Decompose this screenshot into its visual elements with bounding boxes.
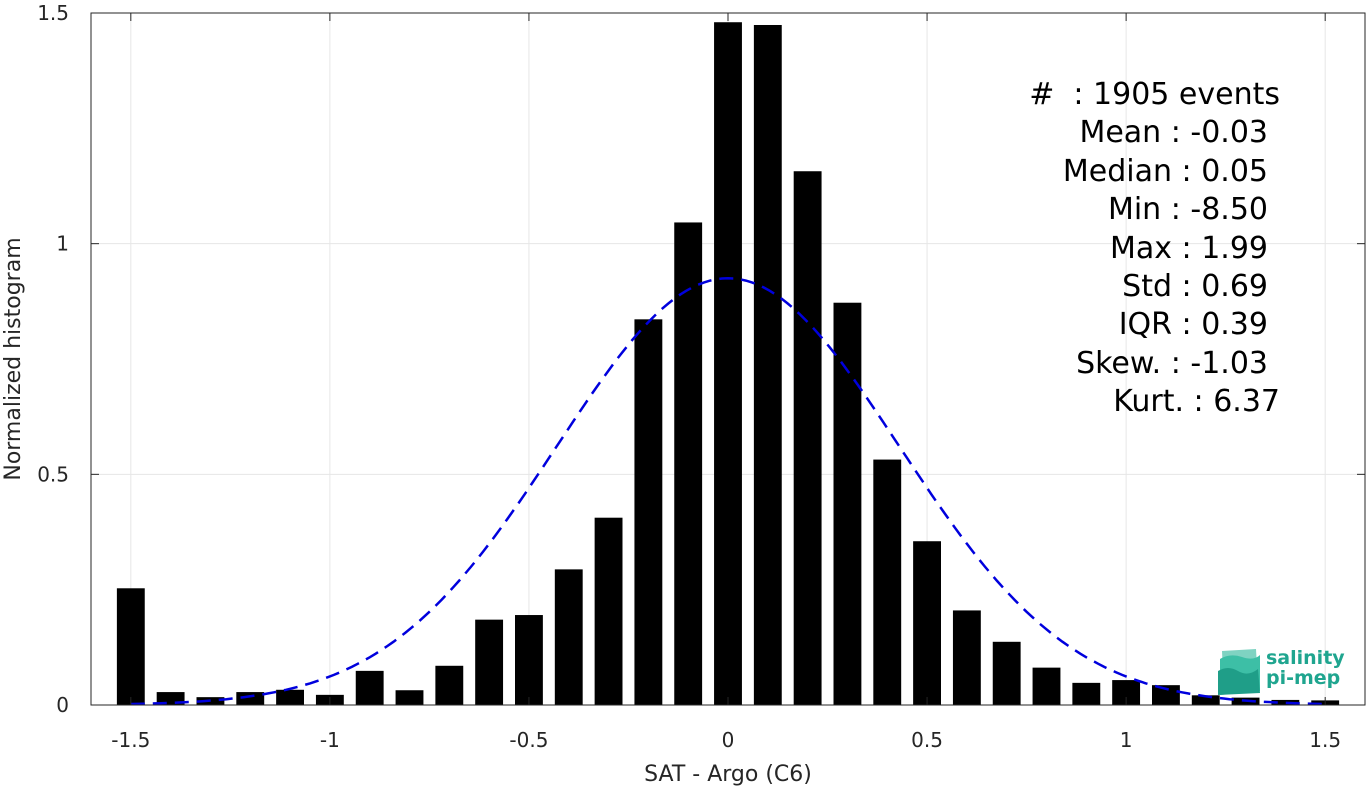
histogram-bar-3 bbox=[236, 692, 265, 705]
axis-ticks: -1.5 -1 -0.5 0 0.5 1 1.5 0 0.5 1 1.5 bbox=[37, 1, 1365, 752]
logo-line-2: pi-mep bbox=[1266, 667, 1341, 689]
histogram-bar-27 bbox=[1191, 695, 1220, 705]
x-tick-label-1: -1 bbox=[320, 728, 340, 752]
histogram-bar-7 bbox=[395, 690, 424, 705]
x-tick-label-5: 1 bbox=[1120, 728, 1133, 752]
x-tick-label-4: 0.5 bbox=[911, 728, 943, 752]
histogram-bar-29 bbox=[1271, 699, 1300, 705]
histogram-bar-20 bbox=[913, 541, 941, 705]
histogram-bar-19 bbox=[873, 459, 902, 705]
salinity-pimep-logo: salinity pi-mep bbox=[1216, 645, 1346, 697]
histogram-bar-13 bbox=[634, 319, 663, 705]
histogram-bar-0 bbox=[116, 588, 145, 705]
histogram-bar-22 bbox=[992, 641, 1021, 705]
histogram-bar-23 bbox=[1032, 667, 1061, 705]
histogram-bar-16 bbox=[753, 24, 782, 705]
x-tick-label-2: -0.5 bbox=[509, 728, 548, 752]
histogram-bar-17 bbox=[793, 171, 822, 706]
stat-mean: Mean : -0.03 bbox=[1079, 115, 1268, 151]
x-axis-label: SAT - Argo (C6) bbox=[644, 762, 812, 787]
stat-std: Std : 0.69 bbox=[1122, 269, 1268, 305]
stat-median: Median : 0.05 bbox=[1062, 153, 1268, 189]
histogram-bar-4 bbox=[276, 689, 304, 705]
normal-fit-curve bbox=[130, 277, 1326, 706]
stat-skew: Skew. : -1.03 bbox=[1076, 345, 1268, 381]
bars bbox=[116, 22, 1340, 706]
stat-kurt: Kurt. : 6.37 bbox=[1113, 384, 1280, 420]
y-tick-label-1: 0.5 bbox=[37, 462, 69, 486]
x-tick-label-0: -1.5 bbox=[111, 728, 150, 752]
histogram-bar-12 bbox=[594, 517, 623, 705]
stat-events: # : 1905 events bbox=[1029, 77, 1280, 112]
y-tick-label-3: 1.5 bbox=[37, 1, 69, 25]
histogram-bar-18 bbox=[833, 302, 862, 705]
statistics-box: # : 1905 events Mean : -0.03 Median : 0.… bbox=[960, 76, 1280, 422]
histogram-bar-10 bbox=[515, 615, 543, 705]
histogram-bar-6 bbox=[355, 670, 384, 705]
histogram-bar-8 bbox=[435, 665, 464, 705]
histogram-bar-15 bbox=[714, 22, 742, 705]
histogram-bar-11 bbox=[554, 569, 583, 705]
histogram-bar-14 bbox=[674, 222, 703, 706]
histogram-bar-26 bbox=[1152, 685, 1180, 705]
y-tick-label-2: 1 bbox=[56, 232, 69, 256]
x-tick-label-3: 0 bbox=[722, 728, 735, 752]
stat-min: Min : -8.50 bbox=[1107, 192, 1268, 228]
stat-max: Max : 1.99 bbox=[1110, 230, 1268, 266]
stat-iqr: IQR : 0.39 bbox=[1118, 307, 1268, 343]
logo-text: salinity pi-mep bbox=[1266, 648, 1345, 688]
histogram-bar-9 bbox=[475, 619, 504, 705]
wave-logo-icon bbox=[1218, 649, 1260, 695]
y-axis-label: Normalized histogram bbox=[1, 237, 26, 480]
x-tick-label-6: 1.5 bbox=[1309, 728, 1341, 752]
y-tick-label-0: 0 bbox=[56, 693, 69, 717]
logo-line-1: salinity bbox=[1266, 647, 1345, 669]
histogram-bar-21 bbox=[952, 610, 981, 705]
histogram-bar-24 bbox=[1072, 682, 1101, 705]
